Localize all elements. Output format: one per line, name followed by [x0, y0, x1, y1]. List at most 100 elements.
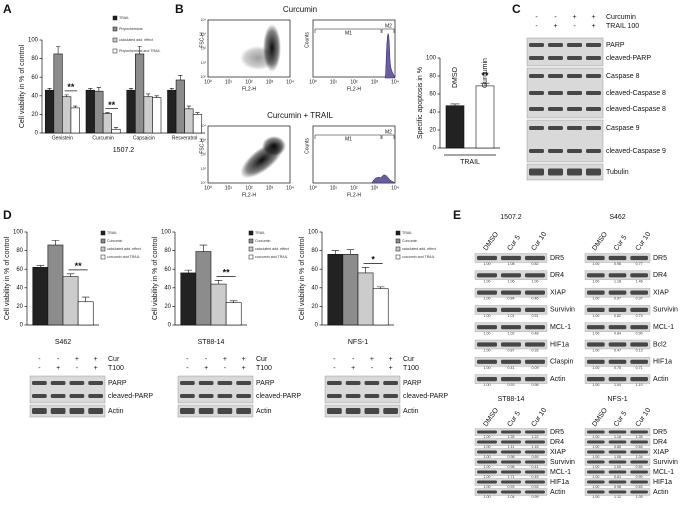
- bar: [175, 79, 185, 134]
- band-quantification: 0.41: [508, 366, 515, 370]
- band-quantification: 1.04: [614, 383, 621, 387]
- band: [608, 307, 627, 312]
- protein-label: Caspase 8: [606, 73, 640, 80]
- band-quantification: 0.93: [508, 383, 515, 387]
- error-bar: [376, 286, 385, 289]
- band: [69, 394, 85, 398]
- protein-label: cleaved-PARP: [256, 393, 301, 400]
- band-quantification: 0.84: [508, 297, 515, 301]
- y-tick-label: 100: [28, 38, 39, 44]
- band-quantification: 0.53: [532, 485, 539, 489]
- band: [88, 408, 103, 414]
- band: [501, 460, 521, 464]
- protein-label: MCL-1: [653, 469, 674, 476]
- band-quantification: 1.35: [508, 435, 515, 439]
- band: [525, 480, 545, 484]
- condition-sign: +: [553, 23, 557, 30]
- band: [345, 408, 361, 414]
- flow-tick-label: 10²: [245, 185, 253, 191]
- error-bar: [128, 88, 134, 91]
- band: [587, 255, 605, 261]
- flow-tick-label: 10¹: [201, 167, 207, 171]
- bar: [445, 105, 465, 149]
- condition-sign: -: [573, 23, 576, 30]
- error-bar: [178, 75, 183, 80]
- band: [525, 255, 545, 261]
- significance: **: [481, 71, 489, 81]
- band: [587, 273, 605, 278]
- gate-m1: [314, 28, 382, 33]
- condition-sign: -: [333, 365, 336, 372]
- flow-tick-label: 10³: [371, 185, 379, 191]
- condition-sign: -: [535, 23, 538, 30]
- y-tick-label: 100: [308, 230, 319, 236]
- protein-label: Claspin: [550, 359, 573, 366]
- band: [529, 126, 544, 130]
- band: [567, 126, 582, 130]
- band: [586, 91, 601, 95]
- band: [587, 430, 605, 434]
- y-tick-label: 100: [161, 230, 172, 236]
- band-quantification: 0.51: [532, 314, 539, 318]
- band: [477, 480, 497, 484]
- error-bar: [184, 269, 193, 273]
- protein-label: XIAP: [550, 289, 566, 296]
- blot-membrane: [29, 375, 106, 404]
- band: [608, 460, 627, 464]
- flow-tick-label: 10⁴: [286, 185, 294, 191]
- error-bar: [154, 95, 159, 98]
- condition-sign: +: [389, 365, 393, 372]
- band: [217, 394, 233, 398]
- error-bar: [186, 105, 192, 109]
- error-bar: [113, 127, 119, 130]
- y-tick-label: 80: [31, 56, 38, 62]
- band: [525, 460, 545, 464]
- condition-sign: +: [223, 356, 227, 363]
- band: [501, 470, 521, 474]
- flow-x-label: FL2-H: [347, 86, 361, 92]
- condition-sign: -: [186, 356, 189, 363]
- band: [69, 408, 85, 414]
- band: [586, 149, 601, 153]
- band: [529, 168, 544, 176]
- legend-swatch: [395, 246, 401, 252]
- condition-sign: -: [186, 365, 189, 372]
- bar: [372, 288, 389, 326]
- band: [567, 91, 582, 95]
- legend-swatch: [395, 254, 401, 260]
- protein-label: Tubulin: [606, 169, 629, 176]
- band: [608, 470, 627, 474]
- flow-tick-label: 10⁴: [200, 18, 206, 22]
- legend-label: calculated add. effect: [119, 38, 153, 42]
- y-tick-label: 20: [31, 112, 38, 118]
- flow-tick-label: 10⁰: [204, 79, 212, 85]
- error-bar: [36, 265, 45, 268]
- band-quantification: 0.49: [532, 475, 539, 479]
- protein-label: HIF1a: [653, 479, 672, 486]
- flow-tick-label: 10⁴: [391, 79, 399, 85]
- band-quantification: 0.84: [614, 331, 621, 335]
- band: [477, 255, 497, 261]
- band: [529, 107, 544, 111]
- band-quantification: 0.93: [508, 485, 515, 489]
- condition-sign: +: [242, 356, 246, 363]
- cell-line-title: NFS-1: [607, 396, 627, 403]
- protein-label: PARP: [403, 380, 422, 387]
- band-quantification: 1.00: [592, 262, 599, 266]
- band: [501, 480, 521, 484]
- band: [525, 342, 545, 347]
- band: [548, 91, 563, 95]
- significance: **: [223, 268, 231, 278]
- error-bar: [73, 105, 78, 108]
- legend-swatch: [112, 15, 118, 21]
- band: [630, 255, 648, 261]
- band: [198, 381, 214, 385]
- bar: [357, 272, 374, 326]
- y-tick-label: 60: [311, 267, 318, 273]
- y-axis-label: Cell viability in % of control: [152, 236, 159, 320]
- legend-swatch: [100, 254, 106, 260]
- band: [567, 74, 582, 78]
- band: [525, 359, 545, 364]
- band: [587, 490, 605, 494]
- band-quantification: 0.33: [532, 349, 539, 353]
